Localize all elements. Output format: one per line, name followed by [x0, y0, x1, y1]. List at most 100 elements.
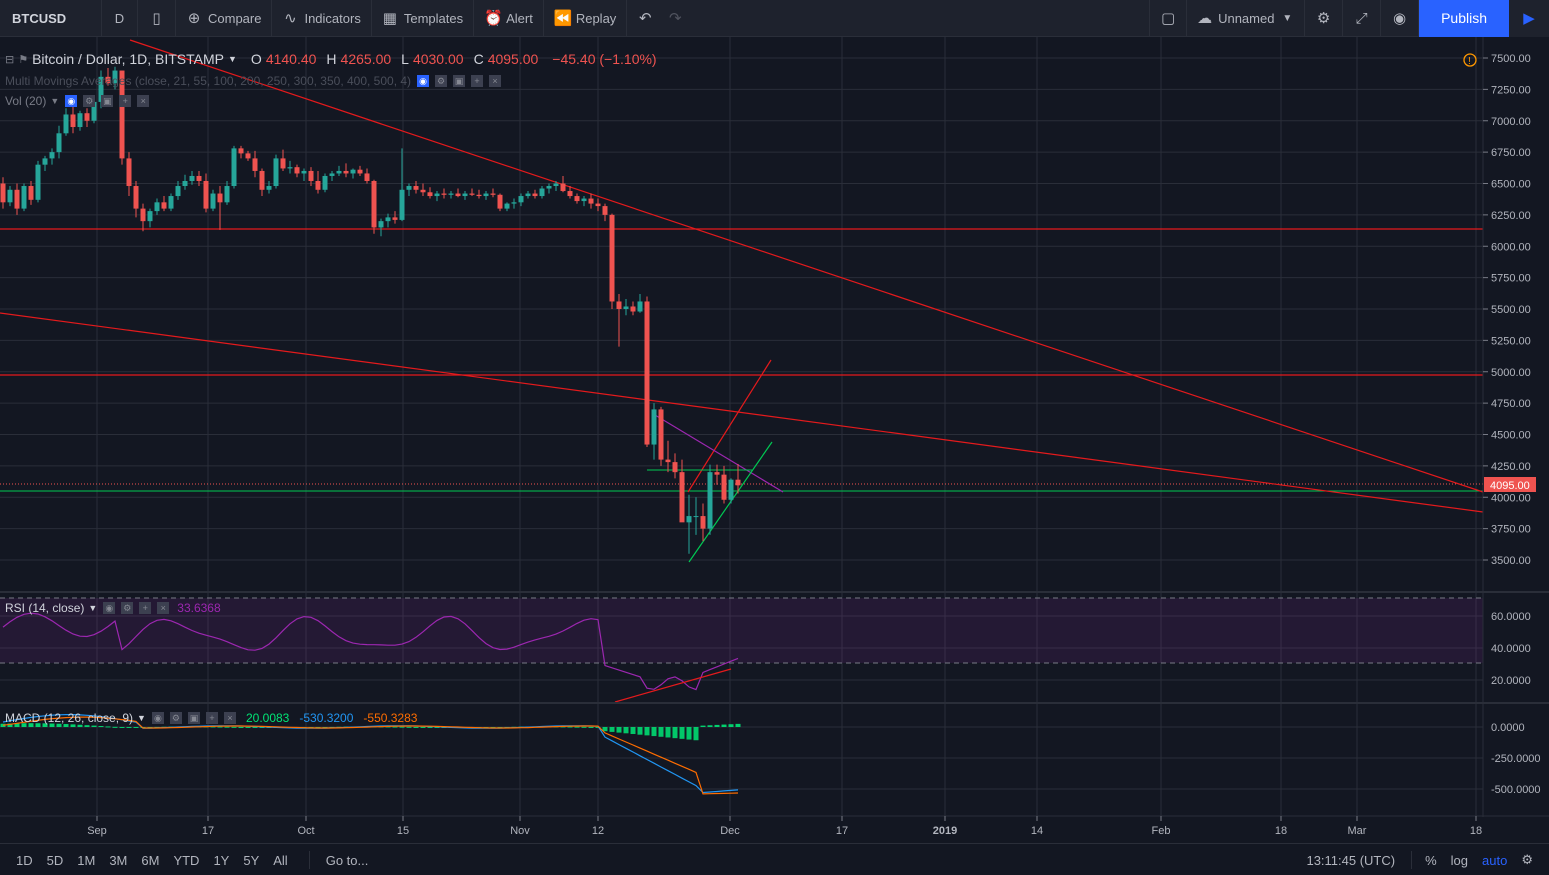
- price-label: 4500.00: [1491, 430, 1531, 442]
- range-button-all[interactable]: All: [273, 852, 288, 868]
- candle-body: [385, 217, 391, 222]
- candle-body: [504, 203, 510, 209]
- macd-bar: [679, 727, 685, 739]
- gear-icon[interactable]: ⚙: [169, 712, 182, 724]
- templates-button[interactable]: ▦ Templates: [372, 0, 475, 37]
- eye-icon[interactable]: ◉: [103, 602, 116, 614]
- close-icon[interactable]: ×: [157, 602, 170, 614]
- layout-save-button[interactable]: ☁ Unnamed ▼: [1187, 0, 1306, 37]
- vol-legend[interactable]: Vol (20) ▼ ◉ ⚙ ▣ + ×: [5, 94, 150, 108]
- snapshot-button[interactable]: ◉: [1381, 0, 1420, 37]
- price-label: 5250.00: [1491, 335, 1531, 347]
- interval-button[interactable]: D: [102, 0, 138, 37]
- chevron-down-icon[interactable]: ▼: [137, 713, 146, 723]
- candle-body: [378, 221, 384, 228]
- candle-body: [651, 409, 657, 445]
- publish-button[interactable]: Publish: [1419, 0, 1509, 37]
- plus-icon[interactable]: +: [139, 602, 152, 614]
- rsi-axis[interactable]: 60.0000 40.0000 20.0000: [1491, 611, 1531, 687]
- gear-icon[interactable]: ⚙: [1521, 852, 1533, 867]
- candle-body: [210, 193, 216, 209]
- price-label: 5000.00: [1491, 367, 1531, 379]
- symbol-search[interactable]: BTCUSD: [0, 0, 102, 37]
- macd-legend[interactable]: MACD (12, 26, close, 9) ▼ ◉ ⚙ ▣ + × 20.0083 …: [5, 711, 417, 725]
- candle-body: [476, 194, 482, 197]
- percent-toggle[interactable]: %: [1425, 852, 1437, 868]
- candle-body: [679, 472, 685, 523]
- range-button-ytd[interactable]: YTD: [173, 852, 200, 868]
- macd-bar: [728, 724, 734, 727]
- plus-icon[interactable]: +: [119, 95, 132, 107]
- close-icon[interactable]: ×: [489, 75, 502, 87]
- range-button-5d[interactable]: 5D: [46, 852, 64, 868]
- templates-label: Templates: [403, 10, 464, 26]
- plus-icon[interactable]: +: [205, 712, 218, 724]
- compare-button[interactable]: ⊕ Compare: [176, 0, 273, 37]
- source-icon[interactable]: ▣: [101, 95, 114, 107]
- eye-icon[interactable]: ◉: [151, 712, 164, 724]
- collapse-icon[interactable]: ⊟: [5, 53, 15, 66]
- mma-legend[interactable]: Multi Movings Averages (close, 21, 55, 1…: [5, 74, 502, 88]
- macd-bar: [119, 727, 125, 728]
- close-icon[interactable]: ×: [223, 712, 236, 724]
- chart-style-button[interactable]: ▯: [138, 0, 176, 37]
- candle-body: [371, 180, 377, 228]
- range-button-3m[interactable]: 3M: [109, 852, 128, 868]
- macd-bar: [126, 727, 132, 728]
- indicator-wave-icon: ∿: [284, 10, 297, 27]
- trendline-long-down[interactable]: [0, 312, 1484, 513]
- eye-icon[interactable]: ◉: [65, 95, 78, 107]
- range-button-1d[interactable]: 1D: [16, 852, 33, 868]
- candle-body: [700, 516, 706, 529]
- candle-body: [0, 183, 6, 203]
- signal-value: -550.3283: [363, 711, 418, 725]
- chart-canvas[interactable]: 7500.00 7250.00 7000.00 6750.00 6500.00 6250.…: [0, 37, 1549, 843]
- candle-body: [511, 202, 517, 204]
- gear-icon[interactable]: ⚙: [121, 602, 134, 614]
- replay-button[interactable]: ⏪ Replay: [544, 0, 628, 37]
- play-circle-icon: ▶: [1523, 10, 1535, 27]
- candle-body: [609, 214, 615, 302]
- chevron-down-icon[interactable]: ▼: [228, 54, 237, 64]
- range-button-6m[interactable]: 6M: [141, 852, 160, 868]
- macd-axis[interactable]: 0.0000 -250.0000 -500.0000: [1491, 722, 1541, 796]
- undo-icon[interactable]: ↶: [639, 10, 652, 27]
- candle-body: [644, 301, 650, 445]
- drawings-layer[interactable]: [0, 39, 1484, 563]
- trendline-purple-down[interactable]: [654, 414, 784, 493]
- price-axis[interactable]: 7500.00 7250.00 7000.00 6750.00 6500.00 6250.…: [1483, 53, 1531, 567]
- plus-icon[interactable]: +: [471, 75, 484, 87]
- log-toggle[interactable]: log: [1450, 852, 1469, 868]
- rsi-legend[interactable]: RSI (14, close) ▼ ◉ ⚙ + × 33.6368: [5, 601, 221, 615]
- redo-icon[interactable]: ↷: [669, 10, 682, 27]
- stream-button[interactable]: ▶: [1509, 0, 1549, 37]
- warning-icon[interactable]: [1463, 53, 1477, 67]
- close-icon[interactable]: ×: [137, 95, 150, 107]
- rsi-divergence-line[interactable]: [614, 668, 732, 703]
- fullscreen-layout-button[interactable]: ▢: [1149, 0, 1188, 37]
- chevron-down-icon[interactable]: ▼: [50, 96, 60, 106]
- gear-icon[interactable]: ⚙: [435, 75, 448, 87]
- range-button-1m[interactable]: 1M: [77, 852, 96, 868]
- alert-button[interactable]: ⏰ Alert: [474, 0, 544, 37]
- fullscreen-button[interactable]: ⤢: [1343, 0, 1382, 37]
- gear-icon[interactable]: ⚙: [83, 95, 96, 107]
- auto-toggle[interactable]: auto: [1482, 852, 1508, 868]
- source-icon[interactable]: ▣: [453, 75, 466, 87]
- trendline-major-down[interactable]: [129, 39, 1484, 493]
- macd-bar: [735, 723, 741, 727]
- source-icon[interactable]: ▣: [187, 712, 200, 724]
- goto-button[interactable]: Go to...: [325, 852, 369, 868]
- range-button-5y[interactable]: 5Y: [243, 852, 260, 868]
- candle-body: [49, 152, 55, 159]
- chevron-down-icon[interactable]: ▼: [88, 603, 98, 613]
- settings-button[interactable]: ⚙: [1305, 0, 1344, 37]
- symbol-title[interactable]: Bitcoin / Dollar, 1D, BITSTAMP: [32, 51, 224, 67]
- range-button-1y[interactable]: 1Y: [213, 852, 230, 868]
- time-axis[interactable]: Sep 17 Oct 15 Nov 12 Dec 17 2019 14 Feb 18 Mar 18: [87, 816, 1482, 837]
- candle-body: [301, 170, 307, 174]
- indicators-button[interactable]: ∿ Indicators: [272, 0, 372, 37]
- eye-icon[interactable]: ◉: [417, 75, 430, 87]
- candle-body: [322, 175, 328, 190]
- clock[interactable]: 13:11:45 (UTC): [1306, 852, 1396, 868]
